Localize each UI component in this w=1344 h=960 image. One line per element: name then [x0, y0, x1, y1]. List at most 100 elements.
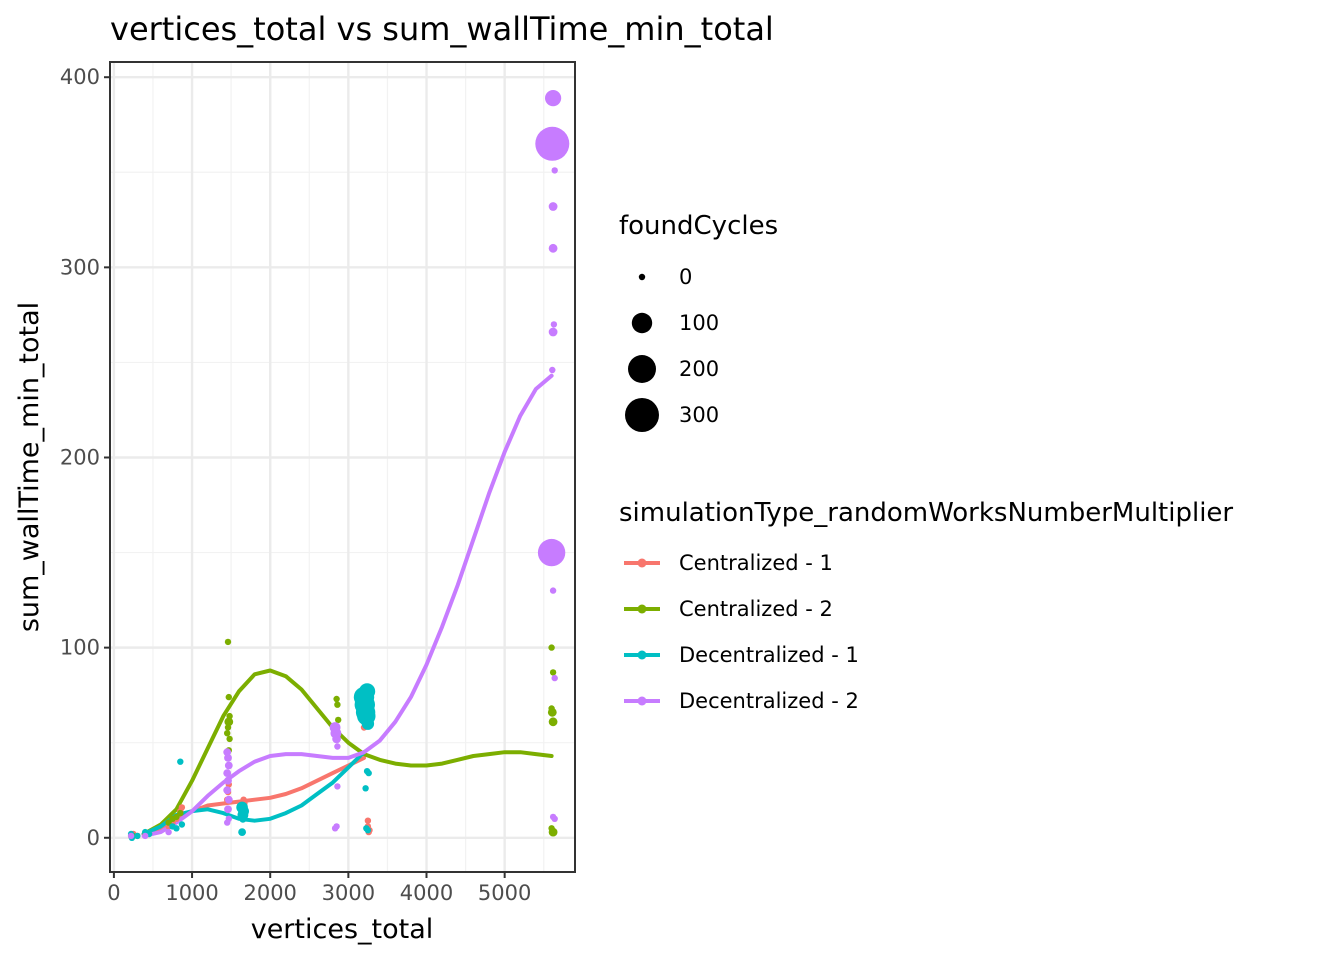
- size-legend-title: foundCycles: [619, 211, 778, 241]
- size-legend-label: 200: [679, 357, 719, 381]
- data-point: [224, 638, 232, 646]
- data-point: [551, 167, 558, 174]
- x-tick-label: 4000: [400, 881, 453, 905]
- data-point: [239, 814, 247, 823]
- data-point: [225, 693, 232, 701]
- data-point: [548, 202, 558, 211]
- data-point: [364, 827, 372, 834]
- y-tick-label: 0: [87, 826, 100, 850]
- data-point: [238, 828, 247, 836]
- data-point: [224, 730, 231, 737]
- data-point: [362, 785, 369, 792]
- data-point: [178, 804, 186, 811]
- panel-border: [109, 61, 576, 873]
- data-point: [127, 832, 135, 840]
- data-point: [359, 683, 376, 700]
- data-point: [334, 743, 341, 750]
- data-point: [548, 827, 558, 837]
- data-point: [173, 825, 180, 832]
- color-legend-label: Decentralized - 1: [679, 643, 859, 667]
- data-point: [178, 821, 186, 828]
- data-point: [551, 815, 558, 822]
- color-legend-dot: [637, 696, 647, 706]
- data-point: [550, 321, 558, 328]
- smooth-line: [141, 668, 554, 836]
- data-point: [535, 126, 570, 161]
- data-point: [142, 832, 149, 840]
- size-legend-label: 100: [679, 311, 719, 335]
- data-point: [364, 817, 372, 824]
- size-legend-label: 300: [679, 403, 719, 427]
- data-point: [224, 724, 232, 731]
- data-point: [226, 735, 233, 743]
- data-point: [549, 669, 557, 676]
- data-point: [224, 717, 234, 727]
- y-tick-label: 200: [60, 445, 100, 469]
- x-axis: 0 1000 2000 3000 4000 5000: [107, 872, 531, 905]
- data-point: [333, 695, 340, 703]
- data-point: [549, 366, 556, 374]
- data-point: [537, 538, 566, 567]
- color-legend: simulationType_randomWorksNumberMultipli…: [619, 498, 1233, 713]
- x-tick-label: 3000: [322, 881, 375, 905]
- data-point: [165, 828, 172, 836]
- color-legend-dot: [637, 650, 647, 660]
- data-point: [545, 90, 562, 107]
- data-point: [548, 243, 558, 253]
- x-tick-label: 5000: [478, 881, 531, 905]
- data-point: [177, 758, 184, 765]
- data-points: [127, 90, 570, 841]
- data-point: [224, 795, 233, 804]
- data-point: [333, 823, 340, 830]
- data-point: [224, 761, 233, 770]
- size-legend-key: [631, 312, 653, 334]
- data-point: [224, 754, 232, 762]
- plot-panel: [109, 61, 576, 873]
- data-point: [548, 327, 558, 337]
- data-point: [361, 717, 375, 730]
- data-point: [177, 809, 184, 817]
- smooth-line: [141, 755, 366, 836]
- y-tick-label: 400: [60, 65, 100, 89]
- data-point: [225, 815, 232, 822]
- data-point: [223, 769, 232, 777]
- x-tick-label: 0: [107, 881, 120, 905]
- color-legend-label: Decentralized - 2: [679, 689, 859, 713]
- y-axis: 0 100 200 300 400: [60, 65, 110, 850]
- data-point: [548, 717, 558, 727]
- data-point: [238, 805, 250, 817]
- data-point: [335, 716, 342, 724]
- data-point: [223, 748, 232, 757]
- data-point: [547, 707, 557, 717]
- size-legend-label: 0: [679, 265, 692, 289]
- size-legend: foundCycles 0 100 200 300: [619, 211, 778, 432]
- color-legend-dot: [637, 604, 647, 614]
- x-tick-label: 2000: [243, 881, 296, 905]
- data-point: [334, 783, 341, 790]
- chart-title: vertices_total vs sum_wallTime_min_total: [110, 10, 774, 48]
- smooth-line: [141, 373, 554, 838]
- y-tick-label: 100: [60, 636, 100, 660]
- data-point: [223, 786, 232, 795]
- color-legend-label: Centralized - 2: [679, 597, 833, 621]
- x-axis-title: vertices_total: [251, 914, 434, 945]
- size-legend-key: [625, 398, 659, 432]
- color-legend-dot: [637, 558, 647, 568]
- y-tick-label: 300: [60, 255, 100, 279]
- size-legend-key: [628, 355, 656, 383]
- data-point: [334, 701, 341, 708]
- color-legend-label: Centralized - 1: [679, 551, 833, 575]
- data-point: [551, 674, 558, 682]
- data-point: [365, 769, 372, 777]
- data-point: [224, 805, 232, 814]
- data-point: [134, 832, 141, 840]
- data-point: [549, 587, 557, 594]
- data-point: [548, 644, 555, 651]
- y-axis-title: sum_wallTime_min_total: [14, 302, 45, 632]
- data-point: [332, 734, 341, 744]
- x-tick-label: 1000: [165, 881, 218, 905]
- size-legend-key: [638, 273, 646, 281]
- color-legend-title: simulationType_randomWorksNumberMultipli…: [619, 498, 1233, 528]
- data-point: [224, 776, 232, 785]
